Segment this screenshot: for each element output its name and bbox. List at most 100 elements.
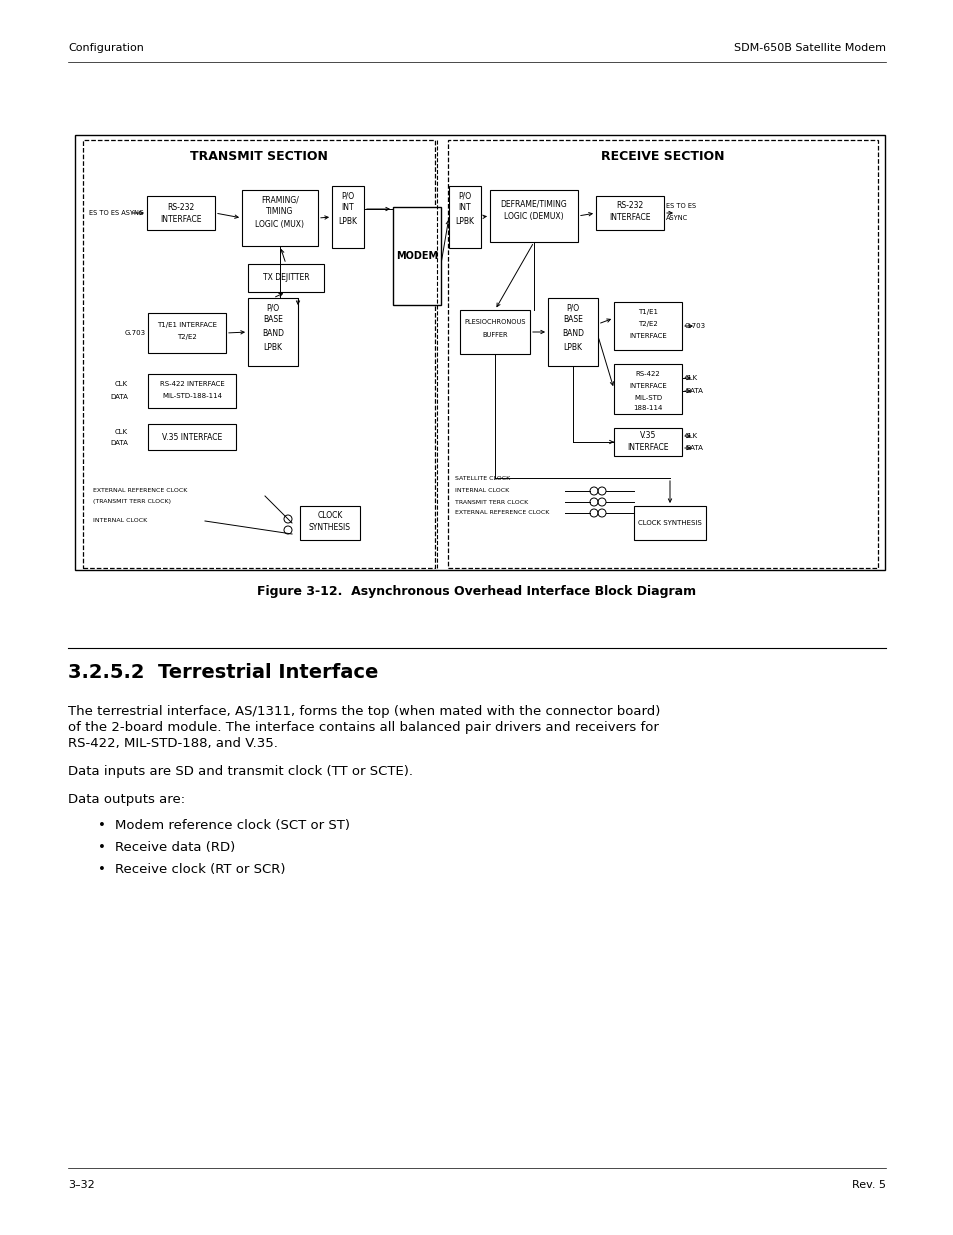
Bar xyxy=(332,186,364,248)
Text: DEFRAME/TIMING: DEFRAME/TIMING xyxy=(500,200,567,209)
Text: BUFFER: BUFFER xyxy=(481,332,507,338)
Text: of the 2-board module. The interface contains all balanced pair drivers and rece: of the 2-board module. The interface con… xyxy=(68,721,659,735)
Bar xyxy=(449,186,480,248)
Text: DATA: DATA xyxy=(110,394,128,400)
Text: CLOCK: CLOCK xyxy=(317,511,342,520)
Text: •: • xyxy=(98,820,106,832)
Text: ASYNC: ASYNC xyxy=(665,215,687,221)
Text: MIL-STD: MIL-STD xyxy=(634,395,661,401)
Text: G.703: G.703 xyxy=(684,324,705,329)
Text: V.35 INTERFACE: V.35 INTERFACE xyxy=(162,432,222,441)
Text: INTERNAL CLOCK: INTERNAL CLOCK xyxy=(455,489,509,494)
Bar xyxy=(147,196,214,230)
Text: 3–32: 3–32 xyxy=(68,1179,94,1191)
Text: MIL-STD-188-114: MIL-STD-188-114 xyxy=(162,393,222,399)
Text: LOGIC (MUX): LOGIC (MUX) xyxy=(255,220,304,228)
Text: INTERFACE: INTERFACE xyxy=(626,443,668,452)
Text: INTERFACE: INTERFACE xyxy=(628,383,666,389)
Text: INTERFACE: INTERFACE xyxy=(628,333,666,338)
Text: The terrestrial interface, AS/1311, forms the top (when mated with the connector: The terrestrial interface, AS/1311, form… xyxy=(68,705,659,719)
Text: RS-422, MIL-STD-188, and V.35.: RS-422, MIL-STD-188, and V.35. xyxy=(68,737,277,751)
Text: (TRANSMIT TERR CLOCK): (TRANSMIT TERR CLOCK) xyxy=(92,499,171,504)
Bar xyxy=(83,140,435,568)
Bar xyxy=(614,303,681,350)
Text: RS-232: RS-232 xyxy=(616,201,643,210)
Text: LPBK: LPBK xyxy=(563,343,582,352)
Bar xyxy=(448,140,877,568)
Text: INT: INT xyxy=(458,204,471,212)
Text: LOGIC (DEMUX): LOGIC (DEMUX) xyxy=(503,211,563,221)
Bar xyxy=(459,310,530,354)
Bar xyxy=(614,429,681,456)
Text: PLESIOCHRONOUS: PLESIOCHRONOUS xyxy=(464,319,525,325)
Text: Data inputs are SD and transmit clock (TT or SCTE).: Data inputs are SD and transmit clock (T… xyxy=(68,766,413,778)
Text: RS-232: RS-232 xyxy=(167,204,194,212)
Text: RS-422 INTERFACE: RS-422 INTERFACE xyxy=(159,382,224,387)
Text: ES TO ES: ES TO ES xyxy=(665,203,696,209)
Text: DATA: DATA xyxy=(110,440,128,446)
Text: INT: INT xyxy=(341,204,354,212)
Text: LPBK: LPBK xyxy=(455,217,474,226)
Text: V.35: V.35 xyxy=(639,431,656,441)
Text: T2/E2: T2/E2 xyxy=(177,333,196,340)
Text: 188-114: 188-114 xyxy=(633,405,662,411)
Bar xyxy=(248,264,324,291)
Text: 3.2.5.2  Terrestrial Interface: 3.2.5.2 Terrestrial Interface xyxy=(68,662,378,682)
Bar xyxy=(634,506,705,540)
Text: •: • xyxy=(98,841,106,855)
Text: RS-422: RS-422 xyxy=(635,370,659,377)
Text: CLK: CLK xyxy=(684,433,698,438)
Text: SYNTHESIS: SYNTHESIS xyxy=(309,524,351,532)
Text: RECEIVE SECTION: RECEIVE SECTION xyxy=(600,151,724,163)
Text: BASE: BASE xyxy=(263,315,283,325)
Bar xyxy=(148,374,235,408)
Text: LPBK: LPBK xyxy=(263,343,282,352)
Text: DATA: DATA xyxy=(684,388,702,394)
Text: MODEM: MODEM xyxy=(395,251,437,261)
Bar xyxy=(148,424,235,450)
Text: Configuration: Configuration xyxy=(68,43,144,53)
Text: TRANSMIT TERR CLOCK: TRANSMIT TERR CLOCK xyxy=(455,499,528,505)
Text: CLK: CLK xyxy=(114,382,128,387)
Text: CLOCK SYNTHESIS: CLOCK SYNTHESIS xyxy=(638,520,701,526)
Text: BAND: BAND xyxy=(262,330,284,338)
Text: BASE: BASE xyxy=(562,315,582,325)
Text: P/O: P/O xyxy=(341,191,355,200)
Text: TRANSMIT SECTION: TRANSMIT SECTION xyxy=(190,151,328,163)
Text: EXTERNAL REFERENCE CLOCK: EXTERNAL REFERENCE CLOCK xyxy=(92,489,187,494)
Bar xyxy=(299,506,359,540)
Text: TIMING: TIMING xyxy=(266,207,294,216)
Bar xyxy=(547,298,598,366)
Text: CLK: CLK xyxy=(684,375,698,382)
Text: INTERNAL CLOCK: INTERNAL CLOCK xyxy=(92,519,147,524)
Text: T1/E1: T1/E1 xyxy=(638,309,658,315)
Text: •: • xyxy=(98,863,106,877)
Text: Receive data (RD): Receive data (RD) xyxy=(115,841,235,855)
Text: T1/E1 INTERFACE: T1/E1 INTERFACE xyxy=(157,322,216,329)
Text: ES TO ES ASYNC: ES TO ES ASYNC xyxy=(90,210,144,216)
Bar xyxy=(242,190,317,246)
Text: Rev. 5: Rev. 5 xyxy=(851,1179,885,1191)
Text: P/O: P/O xyxy=(266,304,279,312)
Text: Figure 3-12.  Asynchronous Overhead Interface Block Diagram: Figure 3-12. Asynchronous Overhead Inter… xyxy=(257,585,696,599)
Text: LPBK: LPBK xyxy=(338,217,357,226)
Text: DATA: DATA xyxy=(684,445,702,451)
Text: P/O: P/O xyxy=(566,304,579,312)
Text: Modem reference clock (SCT or ST): Modem reference clock (SCT or ST) xyxy=(115,820,350,832)
Text: INTERFACE: INTERFACE xyxy=(160,215,201,224)
Text: T2/E2: T2/E2 xyxy=(638,321,658,327)
Text: SDM-650B Satellite Modem: SDM-650B Satellite Modem xyxy=(733,43,885,53)
Text: FRAMING/: FRAMING/ xyxy=(261,195,298,205)
Text: TX DEJITTER: TX DEJITTER xyxy=(262,273,309,283)
Bar xyxy=(393,207,440,305)
Text: CLK: CLK xyxy=(114,429,128,435)
Bar xyxy=(596,196,663,230)
Text: BAND: BAND xyxy=(561,330,583,338)
Bar xyxy=(148,312,226,353)
Bar xyxy=(614,364,681,414)
Bar xyxy=(490,190,578,242)
Text: Data outputs are:: Data outputs are: xyxy=(68,794,185,806)
Text: G.703: G.703 xyxy=(125,330,146,336)
Text: P/O: P/O xyxy=(458,191,471,200)
Text: Receive clock (RT or SCR): Receive clock (RT or SCR) xyxy=(115,863,285,877)
